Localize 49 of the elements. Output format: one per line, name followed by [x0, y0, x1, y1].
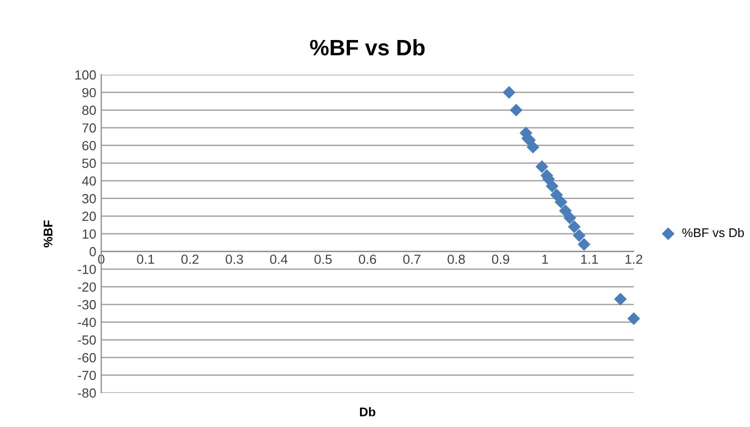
- x-tick-label: 0.9: [492, 254, 510, 264]
- legend-label: %BF vs Db: [682, 228, 744, 238]
- point: [614, 292, 627, 306]
- y-tick-label: -80: [78, 388, 96, 398]
- x-tick-label: 1: [542, 254, 548, 264]
- y-tick-label: -10: [78, 264, 96, 274]
- point: [563, 212, 576, 224]
- point: [568, 220, 581, 234]
- y-tick-label: 20: [82, 212, 96, 222]
- x-tick-label: 0.1: [136, 254, 154, 264]
- point: [559, 204, 572, 218]
- y-tick-label: -50: [78, 335, 96, 345]
- x-tick-label: 0.3: [226, 254, 243, 264]
- y-tick-label: 80: [82, 106, 96, 115]
- point: [546, 180, 558, 192]
- point: [572, 229, 586, 242]
- point: [526, 140, 540, 154]
- x-tick-label: 0.5: [314, 254, 332, 264]
- x-tick-label: 0.7: [403, 254, 420, 264]
- y-axis-title: %BF: [44, 220, 52, 248]
- y-tick-label: 70: [82, 123, 96, 133]
- y-tick-label: 40: [82, 176, 96, 186]
- y-tick-label: -40: [78, 318, 96, 328]
- x-tick-label: 0.2: [181, 254, 199, 264]
- x-tick-label: 1.1: [581, 254, 598, 264]
- y-tick-label: 50: [82, 158, 96, 168]
- point: [502, 86, 516, 99]
- x-tick-label: 1.2: [626, 254, 642, 264]
- chart-title: %BF vs Db: [310, 39, 425, 56]
- y-tick-label: 60: [82, 140, 96, 150]
- point: [554, 196, 568, 208]
- x-tick-label: 0.6: [358, 254, 376, 264]
- point: [578, 238, 590, 251]
- y-tick-label: 0: [90, 247, 96, 256]
- x-tick-label: 0.8: [448, 254, 465, 264]
- y-tick-label: 100: [75, 70, 96, 80]
- y-tick-label: 90: [82, 88, 96, 98]
- x-tick-label: 0.4: [270, 254, 288, 264]
- point: [536, 160, 548, 173]
- y-tick-label: -70: [78, 370, 96, 380]
- point: [510, 104, 523, 116]
- x-axis-title: Db: [360, 407, 376, 416]
- point: [550, 188, 563, 202]
- y-tick-label: 10: [82, 229, 96, 239]
- y-tick-label: -20: [78, 282, 96, 292]
- point: [627, 312, 640, 325]
- y-tick-label: -30: [78, 300, 96, 310]
- y-tick-label: -60: [78, 353, 96, 362]
- y-tick-label: 30: [82, 194, 96, 204]
